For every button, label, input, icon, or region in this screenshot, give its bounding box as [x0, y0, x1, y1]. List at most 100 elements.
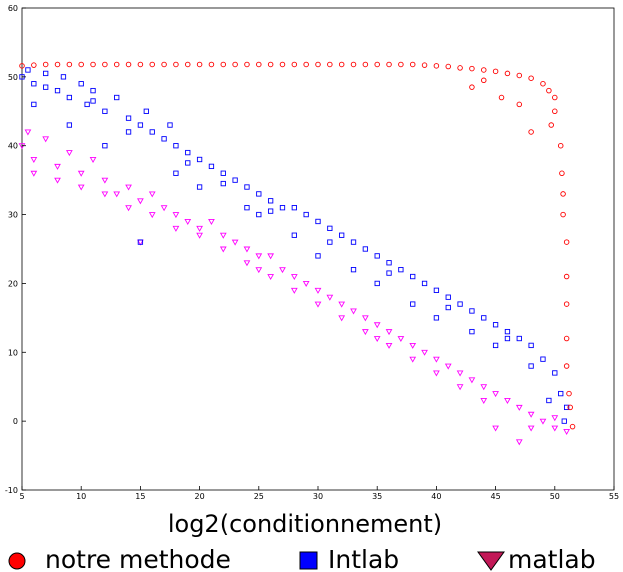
point-square [279, 205, 286, 211]
point-circle [42, 61, 49, 68]
point-square [398, 267, 404, 273]
point-square [267, 208, 274, 214]
point-triangle [231, 239, 239, 246]
point-triangle [267, 253, 275, 260]
point-circle [569, 423, 576, 430]
plot-area [21, 7, 615, 491]
point-circle [563, 335, 570, 342]
point-triangle [444, 363, 452, 370]
point-square [66, 122, 73, 128]
point-triangle [54, 177, 61, 184]
point-triangle [255, 253, 263, 260]
point-circle [125, 61, 132, 68]
point-circle [546, 87, 552, 94]
point-triangle [302, 280, 310, 287]
point-square [173, 170, 179, 176]
point-triangle [527, 411, 535, 418]
legend-marker-notre-methode [8, 552, 26, 570]
point-circle [102, 61, 108, 68]
point-circle [327, 61, 333, 68]
point-square [114, 94, 120, 101]
point-circle [315, 61, 321, 68]
point-circle [362, 61, 369, 68]
point-triangle [125, 184, 132, 191]
point-circle [267, 61, 274, 68]
point-circle [279, 61, 286, 68]
point-circle [338, 61, 345, 68]
point-circle [563, 273, 570, 280]
point-square [291, 205, 297, 211]
point-circle [498, 94, 505, 101]
point-square [374, 253, 380, 259]
point-circle [149, 61, 155, 68]
point-circle [161, 61, 167, 68]
series-matlab [18, 129, 571, 446]
x-tick-label: 25 [254, 492, 264, 501]
point-triangle [338, 315, 346, 322]
point-triangle [148, 191, 156, 198]
point-triangle [148, 212, 156, 219]
point-triangle [361, 329, 369, 336]
point-triangle [314, 287, 322, 294]
y-tick-label: 10 [8, 348, 18, 357]
series-notre-methode [19, 61, 576, 430]
point-circle [481, 77, 487, 84]
point-circle [481, 67, 487, 73]
point-triangle [326, 294, 334, 301]
point-triangle [54, 163, 61, 170]
point-triangle [243, 246, 251, 253]
y-tick-label: -10 [5, 486, 18, 495]
point-triangle [385, 342, 393, 349]
point-square [492, 322, 499, 328]
point-square [315, 218, 321, 225]
point-square [552, 370, 558, 376]
point-square [90, 98, 96, 104]
point-square [303, 211, 309, 218]
point-square [90, 87, 96, 94]
point-circle [374, 61, 380, 68]
point-triangle [551, 415, 559, 422]
point-triangle [89, 157, 97, 164]
point-circle [256, 61, 262, 68]
point-square [421, 280, 428, 287]
point-triangle [137, 198, 144, 205]
point-triangle [267, 274, 275, 281]
point-triangle [338, 301, 346, 308]
point-triangle [421, 349, 428, 356]
y-tick-label: 60 [8, 4, 18, 13]
point-square [167, 122, 173, 128]
point-circle [220, 61, 227, 68]
point-square [528, 342, 534, 349]
point-triangle [480, 384, 488, 391]
point-square [220, 170, 226, 176]
point-triangle [373, 336, 381, 343]
point-circle [31, 62, 37, 68]
point-square [31, 101, 37, 108]
point-square [185, 149, 191, 156]
x-tick-label: 45 [491, 492, 501, 501]
point-triangle [160, 205, 168, 212]
point-circle [492, 68, 499, 75]
point-square [31, 81, 37, 87]
point-triangle [30, 170, 38, 177]
point-square [457, 301, 463, 307]
legend-label-notre-methode: notre methode [45, 545, 231, 572]
point-circle [560, 191, 566, 197]
x-axis-label: log2(conditionnement) [168, 510, 442, 538]
point-square [78, 81, 84, 87]
point-triangle [504, 398, 511, 405]
point-square [185, 160, 191, 166]
point-circle [559, 170, 565, 177]
legend-label-intlab: Intlab [328, 545, 399, 572]
point-square [256, 211, 262, 218]
point-triangle [290, 274, 298, 281]
point-square [102, 143, 108, 149]
point-square [558, 390, 564, 397]
point-triangle [409, 356, 417, 363]
point-square [102, 108, 108, 114]
point-triangle [172, 225, 180, 232]
x-tick-label: 10 [76, 492, 86, 501]
x-tick-label: 35 [372, 492, 382, 501]
point-circle [516, 101, 523, 108]
